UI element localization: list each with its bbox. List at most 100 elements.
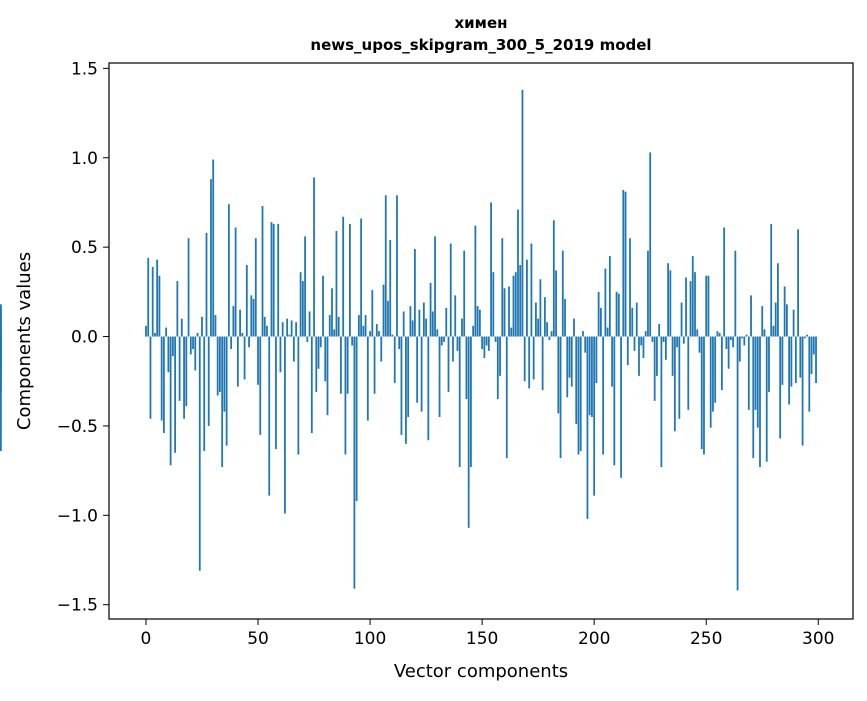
bar-component-237 [676, 336, 678, 348]
bar-component-287 [788, 336, 791, 405]
bar-component-234 [669, 270, 672, 337]
bar-component-156 [494, 336, 497, 342]
bar-component-105 [380, 336, 383, 362]
bar-component-177 [541, 336, 544, 391]
bar-component-57 [272, 223, 275, 337]
bar-component-167 [519, 265, 522, 337]
bar-component-193 [577, 336, 580, 455]
bar-component-64 [288, 334, 291, 337]
bar-component-11 [169, 336, 172, 466]
x-tick-label: 250 [690, 629, 722, 649]
bar-component-231 [662, 336, 665, 342]
bar-component-163 [510, 327, 513, 337]
bar-component-74 [310, 336, 313, 434]
bar-component-122 [418, 309, 421, 337]
bar-component-152 [485, 336, 488, 346]
bar-component-144 [467, 336, 470, 528]
bar-component-86 [337, 316, 340, 337]
bar-component-30 [212, 159, 215, 337]
bar-component-3 [151, 266, 154, 337]
bar-component-171 [528, 336, 531, 389]
bar-component-52 [261, 206, 264, 337]
bar-component-91 [349, 223, 351, 337]
bar-component-149 [478, 309, 481, 337]
bar-component-191 [573, 318, 575, 337]
bar-component-155 [492, 272, 495, 337]
x-axis-ticks: 0 50 100 150 200 250 300 [141, 619, 834, 649]
bar-component-232 [664, 336, 667, 360]
bar-component-21 [192, 336, 194, 350]
bar-component-227 [653, 336, 656, 401]
bar-component-29 [210, 179, 212, 337]
bar-component-185 [559, 336, 562, 459]
bar-component-26 [203, 336, 206, 451]
bar-component-140 [458, 336, 461, 468]
bar-component-33 [219, 336, 221, 392]
bar-component-267 [743, 336, 746, 346]
bar-component-undefined [0, 336, 2, 392]
bar-component-87 [340, 336, 342, 394]
bar-component-101 [371, 290, 374, 337]
bar-component-53 [263, 316, 266, 337]
bar-component-299 [815, 336, 817, 384]
bar-component-261 [729, 336, 732, 341]
bar-component-93 [353, 336, 356, 589]
bar-component-90 [346, 336, 349, 394]
bar-component-19 [187, 238, 190, 337]
bar-component-131 [438, 336, 441, 417]
bar-component-285 [783, 286, 786, 337]
bar-component-129 [434, 236, 436, 337]
bar-component-159 [501, 238, 504, 337]
bar-component-249 [703, 336, 705, 455]
bar-component-197 [586, 336, 589, 519]
bar-component-59 [277, 223, 280, 337]
bar-component-25 [201, 316, 203, 337]
bar-component-168 [521, 89, 524, 337]
bar-component-278 [768, 336, 770, 392]
bar-component-288 [790, 336, 793, 387]
bar-component-128 [431, 311, 434, 337]
bar-component-108 [387, 300, 389, 337]
bar-component-72 [306, 336, 309, 342]
bar-component-0 [145, 325, 147, 337]
bar-component-280 [772, 325, 775, 337]
bar-component-136 [449, 243, 452, 337]
bar-component-31 [214, 315, 217, 337]
bar-component-71 [304, 236, 306, 337]
bar-component-291 [797, 229, 799, 337]
bar-component-247 [698, 336, 701, 353]
bar-component-62 [284, 336, 286, 514]
bar-component-13 [174, 336, 176, 453]
bar-component-50 [257, 336, 259, 385]
bar-component-212 [620, 336, 622, 478]
bar-component-58 [275, 336, 277, 450]
bar-component-103 [375, 324, 378, 337]
chart-subtitle: news_upos_skipgram_300_5_2019 model [310, 36, 651, 54]
bar-component-236 [673, 336, 676, 432]
bar-component-67 [295, 322, 298, 337]
bar-component-202 [597, 291, 600, 337]
bar-component-20 [189, 336, 192, 355]
bar-component-204 [602, 336, 605, 455]
bar-component-240 [682, 336, 685, 344]
bar-component-207 [608, 256, 611, 337]
bar-component-187 [564, 298, 566, 337]
bar-component-176 [539, 279, 542, 337]
x-tick-label: 200 [578, 629, 610, 649]
bar-component-221 [640, 336, 643, 346]
bar-component-61 [281, 322, 284, 337]
bar-component-165 [514, 272, 517, 337]
bar-component-198 [588, 336, 591, 416]
bar-component-260 [727, 336, 730, 369]
bar-component-290 [794, 336, 797, 384]
bar-component-139 [456, 336, 459, 351]
bar-component-8 [163, 336, 165, 434]
bar-component-111 [393, 336, 396, 384]
bar-component-110 [391, 334, 394, 337]
bar-component-160 [503, 288, 506, 337]
bar-component-104 [378, 331, 380, 337]
bar-component-1 [147, 257, 150, 337]
bar-component-294 [803, 336, 806, 339]
bar-component-49 [254, 238, 257, 337]
bar-component-244 [691, 256, 694, 337]
